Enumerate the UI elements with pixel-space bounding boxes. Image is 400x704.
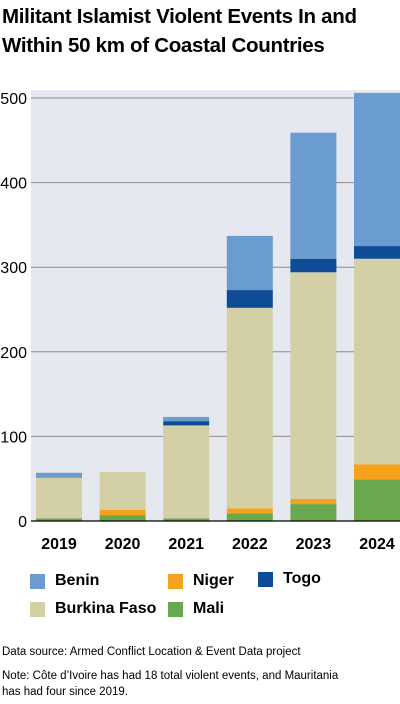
bar-2022-togo — [226, 290, 273, 308]
bar-2021-benin — [163, 416, 210, 422]
bar-2022-benin — [226, 235, 273, 291]
chart-note-line-2: has had four since 2019. — [2, 685, 128, 698]
x-tick-label-2022: 2022 — [232, 536, 268, 553]
bar-2024-togo — [354, 246, 400, 259]
bar-2022-niger — [226, 508, 273, 514]
legend-label-niger: Niger — [193, 572, 234, 589]
bar-2020-mali — [99, 515, 146, 521]
x-tick-label-2024: 2024 — [359, 536, 395, 553]
data-source: Data source: Armed Conflict Location & E… — [2, 646, 301, 658]
y-tick-label-0: 0 — [18, 514, 27, 531]
legend-swatch-togo — [258, 571, 273, 587]
y-tick-label-400: 400 — [0, 176, 27, 193]
bar-2023-niger — [290, 499, 337, 505]
bar-2024-niger — [354, 464, 400, 480]
legend-item-niger: Niger — [168, 572, 234, 590]
bar-2024-benin — [354, 92, 400, 247]
chart-note: Note: Côte d’Ivoire has had 18 total vio… — [2, 669, 398, 700]
chart-note-line-1: Note: Côte d’Ivoire has had 18 total vio… — [2, 670, 339, 682]
bar-2020-burkina-faso — [99, 471, 146, 511]
chart-legend: Benin Niger Togo Burkina Faso Mali — [20, 568, 400, 628]
legend-item-benin: Benin — [30, 572, 99, 590]
bar-2021-mali — [163, 518, 210, 521]
bar-2020-niger — [99, 510, 146, 516]
legend-swatch-burkina-faso — [30, 601, 45, 617]
y-tick-label-200: 200 — [0, 345, 27, 362]
legend-label-mali: Mali — [193, 600, 225, 617]
legend-label-benin: Benin — [55, 572, 100, 589]
bar-2022-burkina-faso — [226, 307, 273, 509]
bar-2023-togo — [290, 258, 337, 273]
plot-background — [31, 90, 400, 521]
y-tick-label-100: 100 — [0, 429, 27, 446]
bar-2021-togo — [163, 421, 210, 426]
x-tick-label-2021: 2021 — [168, 536, 204, 553]
x-tick-label-2019: 2019 — [41, 536, 77, 553]
legend-item-burkina-faso: Burkina Faso — [30, 600, 156, 618]
x-tick-label-2023: 2023 — [296, 536, 332, 553]
legend-item-togo: Togo — [258, 570, 321, 588]
bar-2024-mali — [354, 479, 400, 521]
bar-2019-burkina-faso — [36, 477, 82, 519]
legend-label-togo: Togo — [283, 570, 321, 587]
bar-2019-benin — [36, 472, 82, 478]
bar-2024-burkina-faso — [354, 258, 400, 465]
legend-swatch-niger — [168, 573, 183, 589]
y-tick-label-500: 500 — [0, 91, 27, 108]
legend-swatch-benin — [30, 573, 45, 589]
bar-2023-mali — [290, 504, 337, 521]
chart-title-line-1: Militant Islamist Violent Events In and — [2, 5, 357, 28]
stacked-bar-chart: 0 100 200 300 400 500 2019 2020 2021 2022 2023 2024 — [0, 90, 400, 553]
bar-2023-benin — [290, 132, 337, 259]
legend-label-burkina-faso: Burkina Faso — [55, 600, 157, 617]
chart-title-line-2: Within 50 km of Coastal Countries — [2, 34, 325, 57]
bar-2023-burkina-faso — [290, 272, 337, 500]
bar-2019-mali — [36, 518, 82, 521]
bar-2021-burkina-faso — [163, 425, 210, 519]
legend-item-mali: Mali — [168, 600, 224, 618]
chart-title: Militant Islamist Violent Events In and … — [2, 2, 398, 60]
x-tick-label-2020: 2020 — [105, 536, 141, 553]
y-tick-label-300: 300 — [0, 260, 27, 277]
bar-2022-mali — [226, 513, 273, 521]
legend-swatch-mali — [168, 601, 183, 617]
